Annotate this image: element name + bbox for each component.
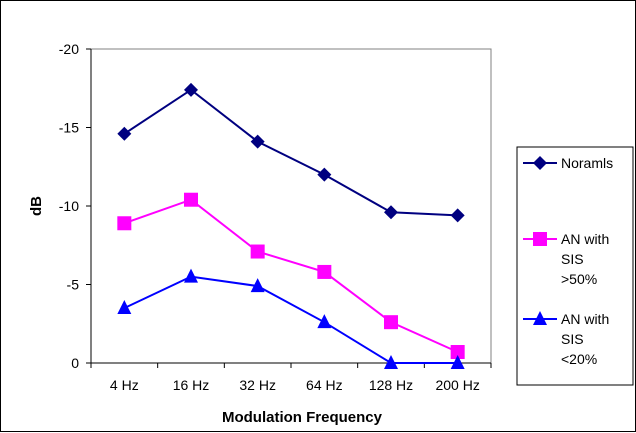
x-axis-title: Modulation Frequency xyxy=(222,409,383,426)
data-point-square xyxy=(250,244,265,259)
data-point-triangle xyxy=(117,300,132,315)
data-point-square xyxy=(450,345,465,360)
y-tick-label: -10 xyxy=(59,198,79,214)
legend-label: Noramls xyxy=(561,155,613,171)
series-line-3 xyxy=(123,275,458,364)
x-tick-label: 16 Hz xyxy=(173,377,210,393)
legend-label: SIS xyxy=(561,331,584,347)
x-tick-label: 200 Hz xyxy=(435,377,479,393)
legend: Noramls AN with SIS >50% AN with SIS <20% xyxy=(516,146,634,386)
legend-box xyxy=(516,146,634,386)
legend-label: >50% xyxy=(561,271,597,287)
plot-area: -20 -15 -10 -5 0 4 Hz 16 Hz 32 Hz 64 Hz 128 Hz 200… xyxy=(59,41,492,393)
legend-marker-diamond xyxy=(533,156,547,170)
legend-label: AN with xyxy=(561,231,609,247)
legend-marker-triangle xyxy=(533,311,547,325)
data-point-square xyxy=(184,192,198,207)
data-point-diamond xyxy=(117,126,132,141)
y-tick-label: 0 xyxy=(71,355,79,371)
legend-label: SIS xyxy=(561,251,584,267)
data-point-square xyxy=(384,315,398,330)
series-line-2 xyxy=(124,198,459,353)
data-point-diamond xyxy=(450,208,465,223)
series-line-1 xyxy=(123,88,458,217)
legend-marker-square xyxy=(533,232,547,246)
data-point-triangle xyxy=(450,355,465,369)
legend-label: AN with xyxy=(561,311,609,327)
plot-border xyxy=(90,48,492,364)
legend-label: <20% xyxy=(561,351,597,367)
y-tick-label: -20 xyxy=(59,41,79,57)
data-point-diamond xyxy=(384,205,398,220)
x-tick-label: 64 Hz xyxy=(306,377,343,393)
x-tick-label: 4 Hz xyxy=(110,377,139,393)
data-point-diamond xyxy=(317,167,332,182)
data-point-triangle xyxy=(250,278,265,293)
data-point-square xyxy=(317,264,332,279)
y-axis-title: dB xyxy=(28,196,45,216)
data-point-square xyxy=(117,216,132,231)
data-point-diamond xyxy=(250,134,265,149)
x-tick-label: 32 Hz xyxy=(239,377,276,393)
data-point-diamond xyxy=(184,82,198,97)
data-point-triangle xyxy=(317,314,332,329)
y-tick-label: -15 xyxy=(59,120,79,136)
data-point-triangle xyxy=(184,268,198,283)
data-point-triangle xyxy=(384,355,398,369)
y-tick-label: -5 xyxy=(67,277,80,293)
x-tick-label: 128 Hz xyxy=(369,377,413,393)
